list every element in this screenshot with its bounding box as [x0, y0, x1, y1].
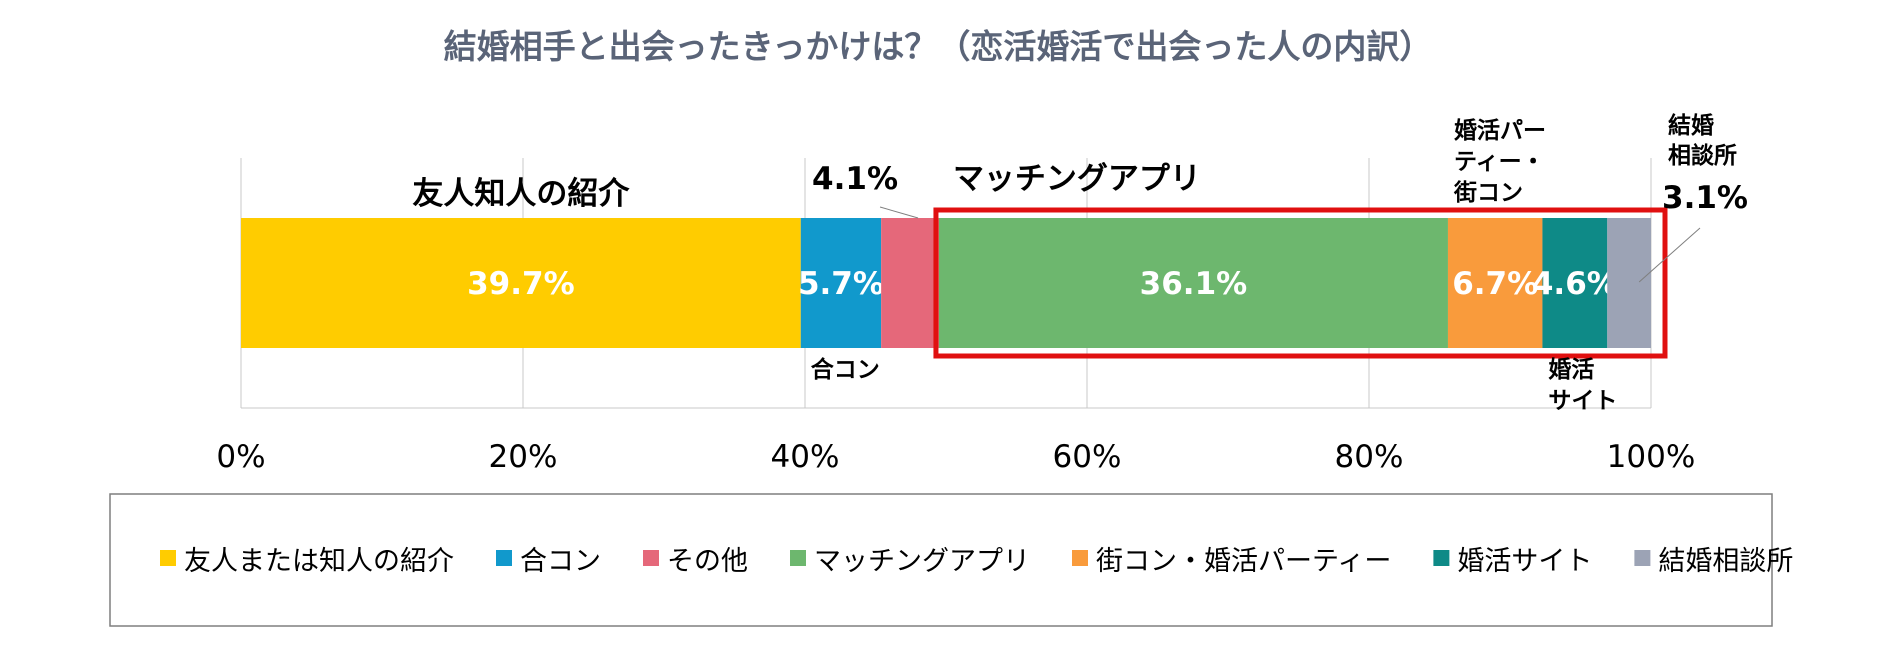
legend-label: 街コン・婚活パーティー — [1096, 546, 1391, 577]
leader-line-other — [879, 206, 919, 219]
legend-swatch — [1433, 550, 1450, 566]
bar-segment — [881, 218, 939, 348]
annotation-party-line: ティー・ — [1454, 149, 1545, 175]
highlight-box — [933, 207, 1668, 359]
bar-segment — [1542, 218, 1608, 348]
legend-box — [109, 493, 1773, 627]
annotation-party-line: 街コン — [1453, 179, 1523, 206]
data-label: 6.7% — [1452, 266, 1538, 302]
annotation-matching: マッチングアプリ — [953, 161, 1201, 197]
bar-segment — [938, 218, 1448, 348]
bar-segment — [1607, 218, 1651, 348]
legend-label: 合コン — [520, 546, 601, 577]
legend-swatch — [1634, 550, 1651, 566]
annotation-friends: 友人知人の紹介 — [412, 176, 630, 212]
x-tick-label: 0% — [216, 439, 265, 475]
legend-swatch — [160, 550, 176, 566]
legend-label: マッチングアプリ — [814, 546, 1030, 577]
legend: 友人または知人の紹介 合コン その他 マッチングアプリ 街コン・婚活パーティー 婚活サイト… — [160, 546, 1793, 577]
bar-segment — [800, 218, 882, 348]
data-label: 5.7% — [798, 266, 884, 302]
annotation-agency-line: 結婚 — [1668, 112, 1714, 139]
data-label-agency: 3.1% — [1662, 180, 1748, 216]
annotation-site-line: サイト — [1548, 388, 1617, 414]
x-axis-ticks: 0% 20% 40% 60% 80% 100% — [216, 439, 1695, 475]
data-label: 39.7% — [467, 266, 575, 302]
x-tick-label: 100% — [1607, 439, 1696, 475]
chart-title: 結婚相手と出会ったきっかけは？（恋活婚活で出会った人の内訳） — [444, 27, 1433, 66]
legend-label: 婚活サイト — [1457, 546, 1592, 577]
legend-swatch — [496, 550, 512, 566]
bar-segment — [1447, 218, 1543, 348]
legend-label: 結婚相談所 — [1658, 546, 1793, 577]
legend-label: 友人または知人の紹介 — [184, 546, 454, 577]
legend-label: その他 — [667, 546, 748, 577]
annotation-party-line: 婚活パー — [1454, 117, 1546, 144]
annotation-site-line: 婚活 — [1548, 356, 1594, 383]
legend-swatch — [643, 550, 659, 566]
x-tick-label: 40% — [771, 439, 840, 475]
data-label-other: 4.1% — [812, 161, 898, 197]
x-tick-label: 20% — [489, 439, 558, 475]
data-label: 4.6% — [1532, 266, 1618, 302]
stacked-bar: 39.7% 5.7% 36.1% 6.7%4.6% — [241, 207, 1668, 359]
x-tick-label: 60% — [1053, 439, 1122, 475]
x-tick-label: 80% — [1335, 439, 1404, 475]
legend-swatch — [1072, 550, 1088, 566]
annotation-goukon: 合コン — [811, 356, 880, 383]
data-label: 36.1% — [1140, 266, 1248, 302]
bar-segment — [241, 218, 801, 348]
leader-line-agency — [1638, 227, 1701, 283]
annotation-agency-line: 相談所 — [1668, 142, 1737, 169]
legend-swatch — [790, 550, 806, 566]
